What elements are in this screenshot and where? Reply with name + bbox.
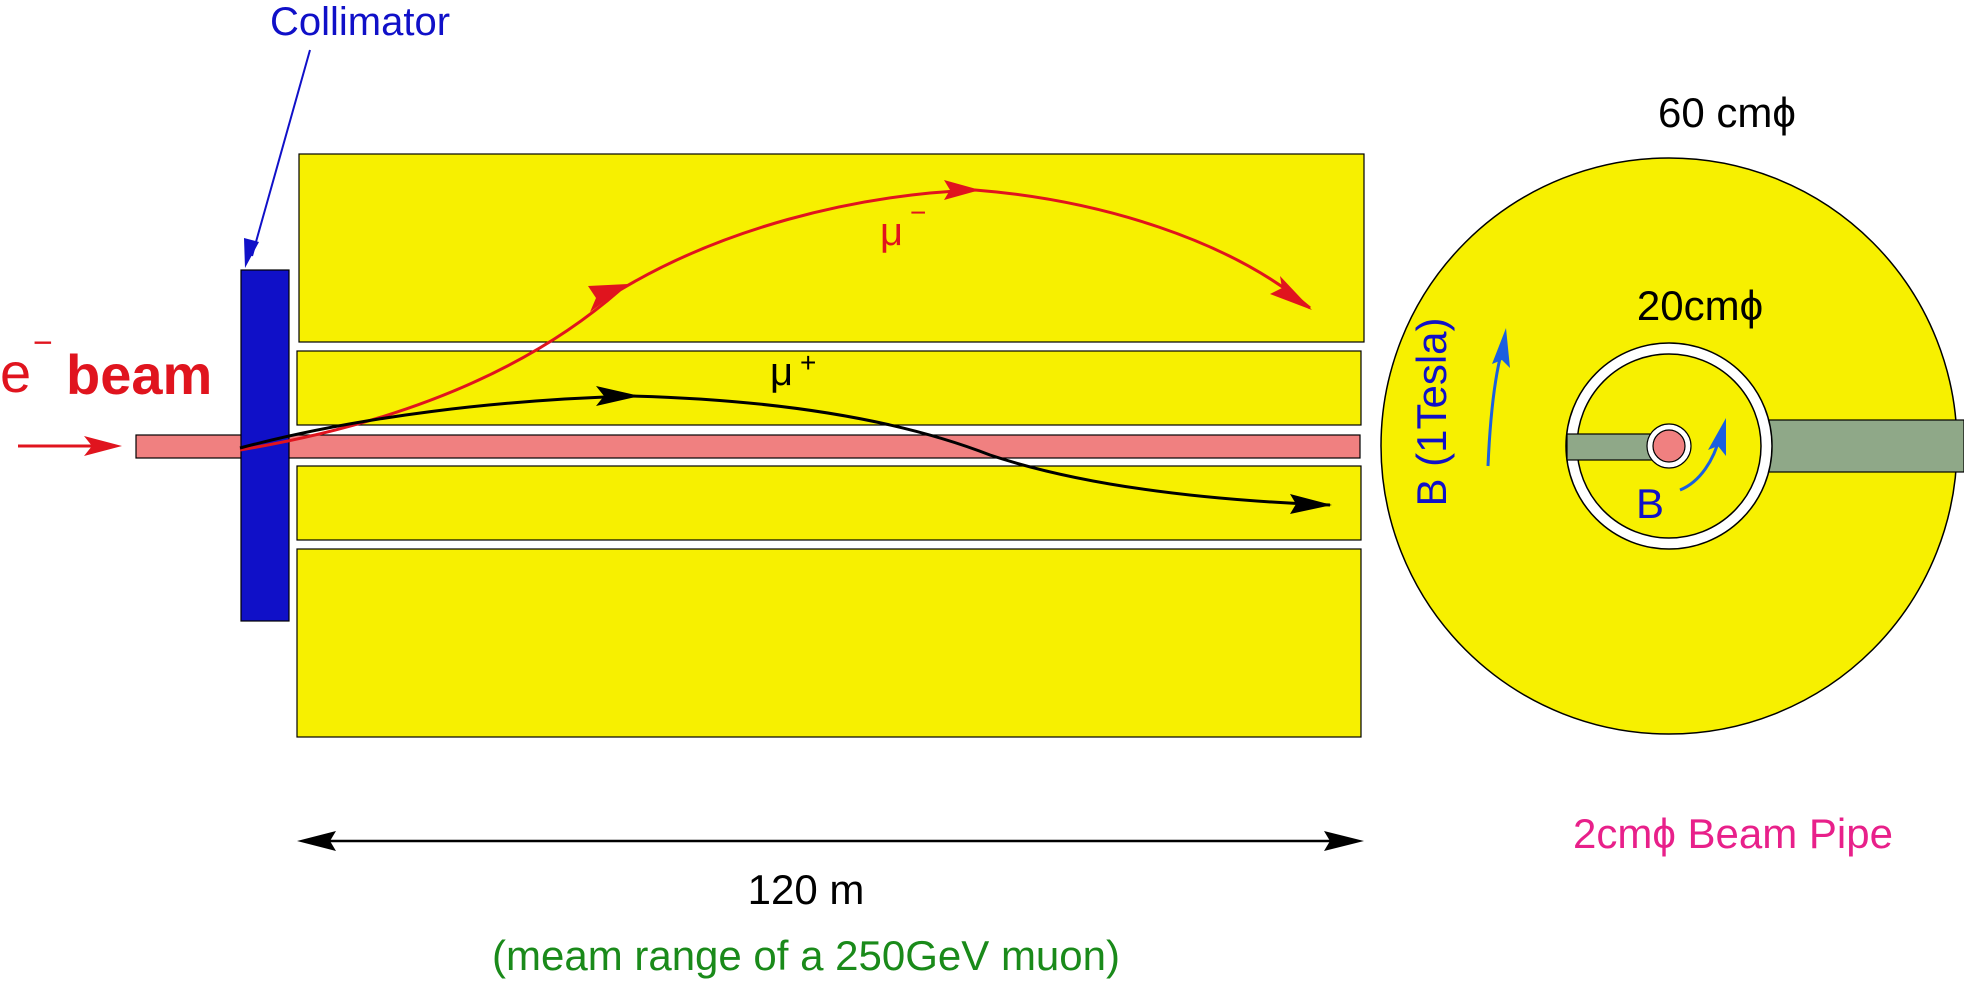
mu-minus-charge: − [910, 197, 926, 228]
mu-plus-arrowhead-2 [1290, 494, 1332, 514]
collimator-pointer-arrowhead [244, 238, 259, 268]
beam-pipe-cross-section [1652, 429, 1686, 463]
mu-minus-arrowhead-2 [944, 180, 980, 200]
collimator-pointer-line [251, 49, 311, 257]
left-support-bar [1566, 433, 1654, 461]
collimator-label: Collimator [270, 0, 450, 44]
beam-particle-label: e [0, 341, 31, 404]
mu-plus-symbol: μ [770, 350, 793, 394]
beam-charge-label: − [33, 324, 53, 362]
mu-plus-trajectory [239, 394, 1331, 507]
field-inner-label: B [1636, 480, 1664, 527]
mu-minus-symbol: μ [880, 210, 903, 254]
incoming-beam-arrowhead [84, 436, 122, 456]
beam-particle-symbol: e [0, 341, 31, 404]
mu-plus-arrowhead-1 [596, 386, 640, 406]
beam-pipe-label: 2cmϕ Beam Pipe [1573, 810, 1893, 857]
mu-plus-charge: + [800, 347, 816, 378]
length-label: 120 m [748, 866, 865, 913]
beam-pipe-side [135, 434, 1361, 459]
right-support-bar [1763, 419, 1964, 473]
absorber-lower-slab [296, 465, 1362, 541]
field-arrow-inner-head [1708, 418, 1726, 456]
length-arrowhead-right [1324, 831, 1364, 851]
mu-minus-arrowhead-3 [1270, 276, 1312, 310]
absorber-bottom-slab [296, 548, 1362, 738]
field-vertical-label: B (1Tesla) [1408, 317, 1455, 506]
inner-diameter-label: 20cmϕ [1637, 282, 1763, 329]
mu-minus-arrowhead-1 [588, 284, 628, 312]
mu-minus-trajectory [239, 188, 1311, 452]
length-note: (meam range of a 250GeV muon) [492, 932, 1120, 979]
outer-diameter-label: 60 cmϕ [1658, 89, 1796, 136]
absorber-top-slab [298, 153, 1365, 343]
field-arrow-vertical-head [1492, 328, 1510, 368]
length-arrowhead-left [297, 831, 336, 851]
beam-word-label: beam [66, 343, 212, 406]
